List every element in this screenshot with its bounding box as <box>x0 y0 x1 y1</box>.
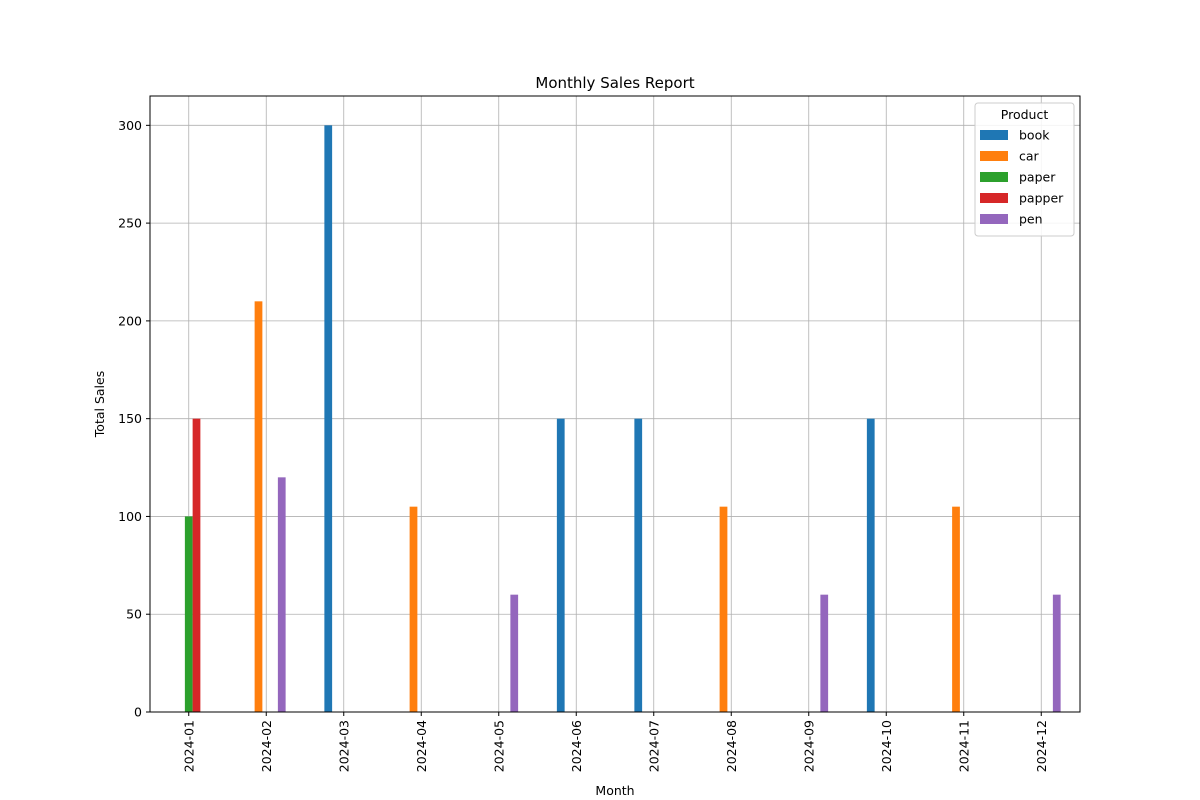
bar-paper <box>184 516 193 712</box>
y-tick-label: 300 <box>118 118 142 133</box>
x-tick-label: 2024-10 <box>879 720 894 772</box>
x-axis-ticks: 2024-01 2024-02 2024-03 2024-04 2024-05 2024-… <box>181 712 1049 772</box>
bar-layer <box>184 125 1061 713</box>
legend-label-paper: paper <box>1019 170 1056 185</box>
grid-layer <box>150 96 1080 713</box>
bar-car <box>952 506 960 712</box>
chart-title: Monthly Sales Report <box>535 74 694 92</box>
bar-car <box>409 506 418 712</box>
legend-swatch-car <box>980 151 1008 161</box>
x-tick-label: 2024-12 <box>1034 720 1049 772</box>
x-tick-label: 2024-08 <box>724 720 739 772</box>
x-axis-label: Month <box>595 783 634 798</box>
bar-book <box>634 418 643 712</box>
legend-swatch-book <box>980 130 1008 140</box>
legend-swatch-pen <box>980 214 1008 224</box>
y-tick-label: 150 <box>118 411 142 426</box>
y-tick-label: 0 <box>134 705 142 720</box>
bar-pen <box>1052 594 1061 712</box>
x-tick-label: 2024-04 <box>414 720 429 772</box>
y-axis-ticks: 0 50 100 150 200 250 300 <box>118 118 150 720</box>
bar-pen <box>820 594 829 712</box>
x-tick-label: 2024-03 <box>336 720 351 772</box>
x-tick-label: 2024-02 <box>259 720 274 772</box>
legend-swatch-papper <box>980 193 1008 203</box>
y-tick-label: 200 <box>118 313 142 328</box>
y-tick-label: 250 <box>118 216 142 231</box>
y-tick-label: 50 <box>126 607 142 622</box>
x-tick-label: 2024-09 <box>801 720 816 772</box>
x-tick-label: 2024-06 <box>569 720 584 772</box>
legend: Product book car paper papper pen <box>974 102 1075 237</box>
bar-pen <box>277 477 286 712</box>
bar-car <box>254 301 263 712</box>
legend-label-book: book <box>1019 128 1050 143</box>
plot-frame <box>149 95 1081 713</box>
legend-label-car: car <box>1019 149 1040 164</box>
x-tick-label: 2024-05 <box>491 720 506 772</box>
legend-label-pen: pen <box>1019 212 1043 227</box>
x-tick-label: 2024-01 <box>181 720 196 772</box>
x-tick-label: 2024-11 <box>956 720 971 772</box>
legend-swatch-paper <box>980 172 1008 182</box>
bar-papper <box>192 418 201 712</box>
y-tick-label: 100 <box>118 509 142 524</box>
bar-book <box>556 418 565 712</box>
legend-title: Product <box>1001 107 1049 122</box>
y-axis-label: Total Sales <box>92 371 107 438</box>
bar-pen <box>510 594 519 712</box>
legend-label-papper: papper <box>1019 191 1064 206</box>
x-tick-label: 2024-07 <box>646 720 661 772</box>
bar-book <box>324 125 333 713</box>
bar-car <box>719 506 728 712</box>
bar-book <box>866 418 875 712</box>
